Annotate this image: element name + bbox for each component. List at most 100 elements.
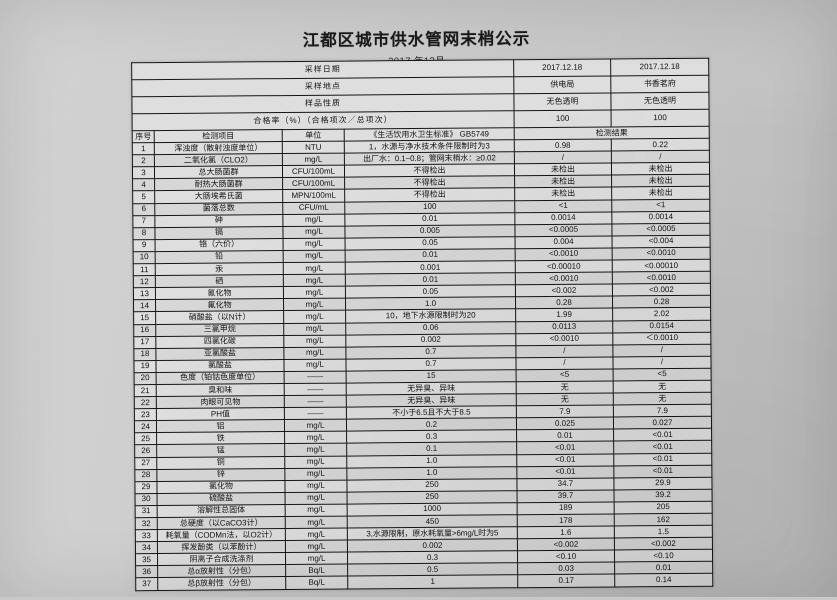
row-unit: mg/L [283, 358, 347, 372]
row-item-name: 硫酸盐 [157, 492, 286, 506]
row-standard: 1 [347, 575, 518, 589]
row-index: 12 [133, 275, 156, 288]
row-item-name: 挥发酚类（以苯酚计） [157, 540, 286, 554]
row-unit: mg/L [283, 310, 346, 324]
meta-row-value: 书香茗府 [610, 75, 709, 93]
row-result-2: <0.01 [613, 452, 712, 466]
row-result-1: / [515, 356, 614, 370]
row-index: 13 [133, 287, 156, 301]
row-result-2: 0.28 [612, 295, 711, 309]
page-title: 江都区城市供水管网末梢公示 [302, 30, 531, 50]
row-item-name: 肉眼可见物 [156, 395, 285, 409]
row-result-2: <1 [611, 198, 710, 212]
row-index: 1 [132, 142, 155, 155]
row-unit: mg/L [285, 516, 348, 529]
row-result-2: 7.9 [613, 404, 712, 418]
row-result-2: 无 [613, 392, 712, 406]
row-result-2: 0.22 [611, 138, 710, 152]
row-result-2: <0.004 [612, 235, 711, 248]
row-item-name: 总α放射性（分包） [157, 564, 286, 579]
row-unit: mg/L [284, 455, 347, 469]
row-result-2: <0.01 [613, 440, 712, 454]
row-item-name: 二氧化氯（CLO2） [154, 153, 283, 167]
meta-row-value: 100 [611, 109, 710, 127]
row-result-1: 未检出 [514, 175, 612, 189]
row-item-name: 臭和味 [156, 383, 285, 397]
row-index: 3 [132, 166, 155, 180]
row-item-name: 耗氧量（CODMn法，以O2计） [157, 528, 286, 542]
row-index: 15 [133, 311, 156, 325]
row-unit: mg/L [283, 322, 346, 336]
column-header-item: 检测项目 [154, 129, 283, 143]
row-result-2: 1.5 [614, 525, 713, 539]
row-index: 11 [133, 263, 156, 276]
row-item-name: 铅 [155, 250, 284, 264]
row-unit: —— [284, 370, 347, 384]
row-unit: mg/L [283, 346, 346, 360]
row-item-name: 砷 [154, 214, 283, 228]
row-result-1: 178 [517, 513, 615, 527]
row-unit: mg/L [285, 540, 348, 553]
row-index: 5 [132, 191, 155, 204]
row-result-1: 0.025 [516, 417, 614, 431]
row-index: 7 [132, 215, 155, 228]
row-index: 22 [134, 396, 157, 409]
row-index: 20 [134, 372, 157, 385]
row-index: 25 [134, 432, 157, 446]
row-item-name: 铝 [156, 419, 285, 433]
row-index: 34 [135, 541, 158, 555]
row-result-1: <0.0010 [515, 247, 613, 261]
row-result-1: 0.03 [517, 562, 615, 576]
row-result-2: 29.9 [613, 476, 713, 490]
row-item-name: 氰化物 [155, 286, 284, 300]
row-unit: mg/L [283, 286, 346, 299]
row-item-name: 菌落总数 [154, 202, 283, 216]
row-result-1: 39.7 [517, 489, 615, 503]
row-item-name: 亚氯酸盐 [155, 347, 284, 361]
row-result-2: 0.14 [614, 573, 713, 587]
row-index: 16 [133, 324, 156, 337]
row-result-1: 0.0014 [514, 211, 612, 225]
row-unit: CFU/100mL [282, 165, 345, 178]
row-unit: mg/L [283, 262, 346, 275]
row-result-1: 0.01 [516, 429, 614, 443]
row-result-2: 未检出 [611, 162, 710, 176]
row-unit: mg/L [284, 443, 347, 457]
row-item-name: 铁 [156, 431, 285, 445]
row-result-1: <0.00010 [515, 260, 613, 273]
row-unit: mg/L [282, 225, 346, 239]
row-result-2: 2.02 [612, 307, 711, 321]
row-unit: —— [284, 383, 347, 396]
row-unit: mg/L [284, 431, 347, 444]
table-body: 采样日期 2017.12.18 2017.12.18 采样地点 供电局 书香茗府 样品性质无… [131, 58, 713, 591]
row-index: 32 [135, 517, 158, 530]
row-item-name: 总大肠菌群 [154, 165, 283, 179]
row-unit: —— [284, 395, 347, 408]
row-result-1: 无 [516, 380, 614, 394]
row-item-name: 色度（铂钴色度单位） [156, 371, 285, 385]
row-item-name: 锰 [156, 443, 285, 458]
row-result-2: 205 [614, 501, 713, 514]
row-unit: —— [284, 407, 347, 420]
row-index: 29 [134, 481, 158, 494]
row-unit: mg/L [282, 213, 345, 227]
row-result-2: 无 [613, 380, 712, 394]
row-index: 26 [134, 444, 157, 458]
row-item-name: 总硬度（以CaCO3计） [157, 516, 286, 530]
row-index: 36 [135, 565, 158, 579]
row-index: 8 [132, 227, 156, 240]
row-unit: mg/L [283, 334, 346, 348]
row-item-name: 浑浊度（散射浊度单位） [154, 141, 283, 155]
row-result-1: 无 [516, 393, 614, 406]
row-index: 17 [133, 336, 156, 349]
row-result-1: <5 [516, 368, 614, 382]
row-result-1: 未检出 [514, 187, 612, 201]
row-result-2: / [612, 355, 712, 369]
row-result-1: <0.01 [516, 465, 614, 479]
row-result-2: 0.0014 [611, 210, 710, 224]
row-result-1: <0.10 [517, 550, 615, 564]
row-unit: mg/L [282, 153, 345, 166]
row-item-name: 氯酸盐 [155, 359, 285, 373]
row-result-1: <0.01 [516, 453, 614, 467]
row-result-2: / [612, 343, 711, 357]
